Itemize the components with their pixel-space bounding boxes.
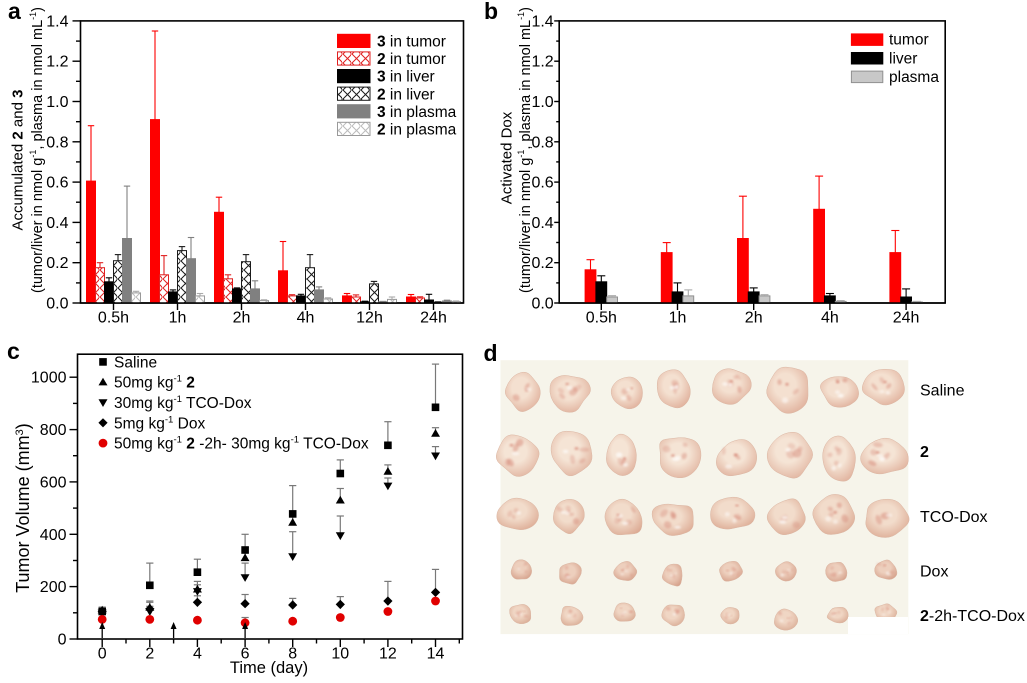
svg-text:Saline: Saline: [920, 383, 965, 400]
svg-text:0.2: 0.2: [531, 255, 553, 272]
svg-text:(tumor/liver in nmol g-1​, pla: (tumor/liver in nmol g-1​, plasma in nmo…: [516, 7, 534, 293]
svg-text:1.4: 1.4: [531, 13, 553, 30]
svg-text:(tumor/liver in nmol g-1​, pla: (tumor/liver in nmol g-1​, plasma in nmo…: [28, 7, 46, 293]
svg-text:0.4: 0.4: [531, 215, 553, 232]
svg-text:0.2: 0.2: [46, 255, 68, 272]
svg-text:3 in plasma: 3 in plasma: [377, 104, 457, 121]
svg-text:50mg kg-1​ 2 -2h- 30mg kg-1​ T: 50mg kg-1​ 2 -2h- 30mg kg-1​ TCO-Dox: [114, 435, 369, 453]
svg-text:14: 14: [427, 646, 445, 663]
svg-text:c: c: [7, 338, 20, 364]
svg-text:Time (day): Time (day): [230, 659, 308, 677]
svg-text:2: 2: [920, 444, 929, 461]
svg-text:0: 0: [58, 632, 67, 649]
svg-text:2-2h-TCO-Dox: 2-2h-TCO-Dox: [920, 608, 1025, 625]
svg-text:Dox: Dox: [920, 564, 948, 581]
svg-text:12h: 12h: [356, 310, 383, 327]
svg-text:800: 800: [40, 422, 67, 439]
svg-text:2h: 2h: [233, 310, 251, 327]
svg-text:1.2: 1.2: [531, 54, 553, 71]
svg-text:0.5h: 0.5h: [586, 310, 617, 327]
svg-text:1h: 1h: [669, 310, 687, 327]
svg-text:3 in tumor: 3 in tumor: [377, 34, 446, 51]
svg-text:0.4: 0.4: [46, 215, 68, 232]
svg-text:1.4: 1.4: [46, 13, 68, 30]
svg-text:tumor: tumor: [889, 32, 929, 49]
svg-text:Saline: Saline: [114, 354, 157, 371]
svg-text:0.0: 0.0: [531, 296, 553, 313]
svg-text:1.2: 1.2: [46, 54, 68, 71]
svg-text:2 in liver: 2 in liver: [377, 86, 435, 103]
svg-text:liver: liver: [889, 50, 917, 67]
svg-text:0.6: 0.6: [531, 175, 553, 192]
svg-text:0.5h: 0.5h: [98, 310, 129, 327]
svg-text:4: 4: [193, 646, 202, 663]
svg-text:1.0: 1.0: [531, 94, 553, 111]
svg-text:400: 400: [40, 527, 67, 544]
svg-text:0.8: 0.8: [531, 134, 553, 151]
svg-text:b: b: [484, 0, 498, 24]
svg-text:d: d: [484, 340, 498, 366]
svg-text:12: 12: [379, 646, 397, 663]
svg-text:2h: 2h: [745, 310, 763, 327]
svg-text:2 in plasma: 2 in plasma: [377, 122, 457, 139]
svg-text:2 in tumor: 2 in tumor: [377, 51, 446, 68]
svg-text:1h: 1h: [169, 310, 187, 327]
svg-text:200: 200: [40, 579, 67, 596]
svg-text:4h: 4h: [297, 310, 315, 327]
svg-text:5mg kg-1​ Dox: 5mg kg-1​ Dox: [114, 414, 205, 432]
svg-text:6: 6: [241, 646, 250, 663]
svg-text:24h: 24h: [420, 310, 447, 327]
svg-text:a: a: [8, 0, 21, 24]
svg-text:8: 8: [288, 646, 297, 663]
svg-text:TCO-Dox: TCO-Dox: [920, 509, 988, 526]
svg-text:Tumor Volume (mm3​): Tumor Volume (mm3​): [13, 423, 33, 593]
svg-text:0: 0: [98, 646, 107, 663]
svg-text:2: 2: [145, 646, 154, 663]
svg-text:50mg kg-1​ 2: 50mg kg-1​ 2: [114, 374, 195, 392]
svg-text:10: 10: [331, 646, 349, 663]
svg-text:plasma: plasma: [889, 69, 939, 86]
svg-text:0.8: 0.8: [46, 134, 68, 151]
svg-text:Activated Dox: Activated Dox: [499, 111, 516, 204]
svg-text:0.0: 0.0: [46, 296, 68, 313]
svg-text:1000: 1000: [31, 370, 67, 387]
svg-text:Accumulated 2 and 3: Accumulated 2 and 3: [10, 90, 27, 231]
svg-text:4h: 4h: [821, 310, 839, 327]
svg-text:0.6: 0.6: [46, 175, 68, 192]
svg-text:24h: 24h: [893, 310, 920, 327]
svg-text:3 in liver: 3 in liver: [377, 69, 435, 86]
svg-text:1.0: 1.0: [46, 94, 68, 111]
svg-text:600: 600: [40, 474, 67, 491]
svg-text:30mg kg-1​ TCO-Dox: 30mg kg-1​ TCO-Dox: [114, 394, 252, 412]
